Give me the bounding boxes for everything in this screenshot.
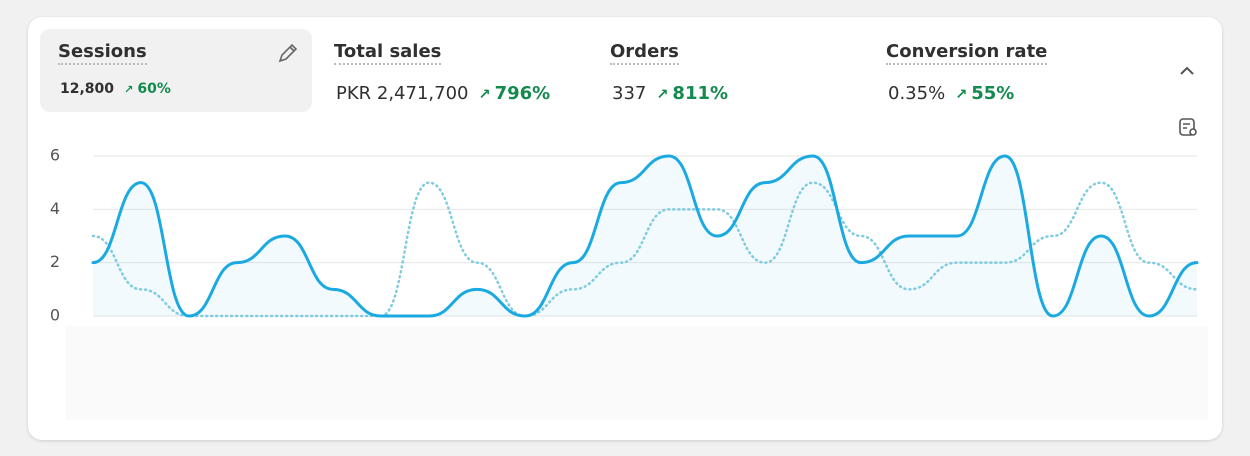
metric-value: 0.35% xyxy=(888,83,946,104)
metric-value-row: PKR 2,471,700 796% xyxy=(336,83,550,104)
collapse-button[interactable] xyxy=(1177,61,1197,81)
y-tick-label: 4 xyxy=(50,199,60,218)
y-tick-label: 6 xyxy=(50,146,60,165)
chart-placeholder xyxy=(66,326,1208,420)
metric-tab[interactable]: Total sales PKR 2,471,700 796% xyxy=(316,29,588,112)
metric-change: 55% xyxy=(955,83,1014,104)
area xyxy=(93,156,1197,316)
metric-change: 60% xyxy=(124,81,171,97)
metric-change: 811% xyxy=(656,83,728,104)
metric-label: Orders xyxy=(610,41,679,65)
inspect-button[interactable] xyxy=(1178,117,1200,139)
metric-label: Sessions xyxy=(58,41,147,65)
metric-value: 12,800 xyxy=(60,81,115,97)
metric-value-row: 12,800 60% xyxy=(60,81,171,97)
metric-tab[interactable]: Conversion rate 0.35% 55% xyxy=(868,29,1140,112)
edit-icon[interactable] xyxy=(276,41,300,65)
comparison-line xyxy=(91,181,1199,318)
metric-label: Conversion rate xyxy=(886,41,1048,65)
metric-value: PKR 2,471,700 xyxy=(336,83,469,104)
metric-change: 796% xyxy=(479,83,551,104)
metric-value-row: 0.35% 55% xyxy=(888,83,1014,104)
y-tick-label: 2 xyxy=(50,252,60,271)
line xyxy=(91,154,1199,318)
metric-tab[interactable]: Sessions 12,800 60% xyxy=(40,29,312,112)
y-tick-label: 0 xyxy=(50,306,60,325)
metric-tab[interactable]: Orders 337 811% xyxy=(592,29,864,112)
metric-label: Total sales xyxy=(334,41,442,65)
metric-value: 337 xyxy=(612,83,647,104)
metric-value-row: 337 811% xyxy=(612,83,728,104)
